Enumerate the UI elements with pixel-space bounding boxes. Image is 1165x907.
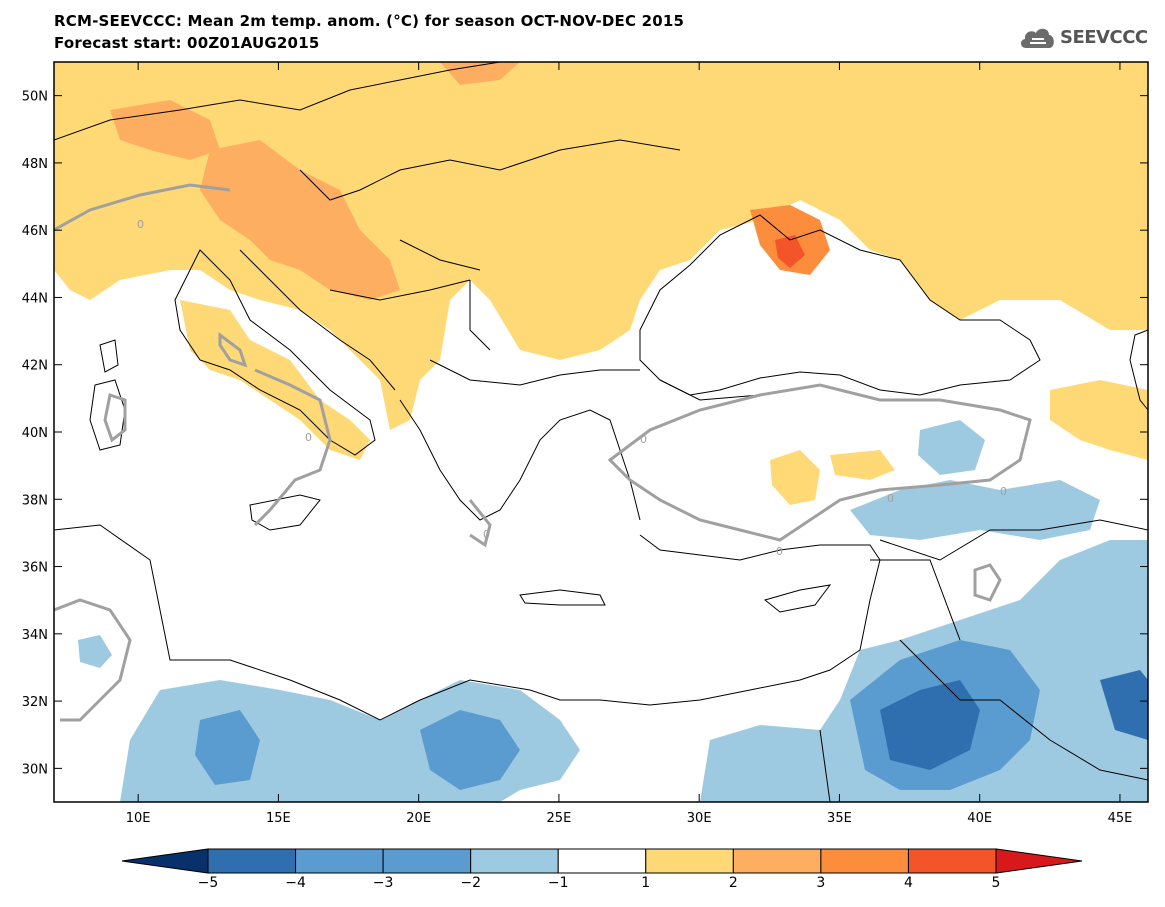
colorbar-label-5: 1	[641, 875, 651, 891]
warm-core-north	[440, 62, 520, 85]
colorbar	[121, 848, 1083, 874]
colorbar-extend-low	[121, 848, 209, 874]
coastline-corsica	[99, 339, 119, 373]
y-tick-label-6: 38N	[22, 493, 48, 508]
colorbar-bin-5	[645, 848, 734, 874]
y-tick-label-4: 42N	[22, 359, 48, 374]
contour-label-6: 0	[776, 545, 783, 558]
warm-patch-east	[1030, 225, 1148, 305]
zero-contour-alps	[54, 183, 231, 232]
contour-label-2: 0	[305, 431, 312, 444]
y-tick-label-1: 48N	[22, 157, 48, 172]
colorbar-bin-1	[295, 848, 384, 874]
coastline-sicily	[249, 494, 321, 531]
warm-patch-turkey-2	[830, 450, 895, 480]
colorbar-label-7: 3	[816, 875, 826, 891]
colorbar-bin-0	[207, 848, 297, 874]
map-title: RCM-SEEVCCC: Mean 2m temp. anom. (°C) fo…	[54, 12, 685, 30]
coastline-caspian	[1129, 329, 1148, 411]
x-tick-label-4: 30E	[687, 811, 712, 826]
coastline-cyprus	[763, 584, 832, 613]
contour-label-7: 0	[483, 528, 490, 541]
cloud-icon	[1020, 28, 1054, 48]
coastline-aegean	[399, 399, 641, 521]
y-tick-label-10: 30N	[22, 762, 48, 777]
x-tick-label-2: 20E	[406, 811, 431, 826]
hot-spot-crimea	[775, 235, 805, 268]
contour-label-1: 0	[137, 218, 144, 231]
colorbar-bin-4	[557, 848, 647, 874]
warm-core-west	[110, 100, 220, 160]
colorbar-label-6: 2	[728, 875, 738, 891]
coastline-levant	[639, 534, 881, 651]
coastline-north-africa	[54, 524, 861, 721]
warm-region-europe	[54, 62, 1148, 430]
y-tick-label-9: 32N	[22, 695, 48, 710]
warm-patch-turkey-1	[770, 450, 820, 505]
coastlines	[54, 62, 1148, 802]
colorbar-label-8: 4	[903, 875, 913, 891]
coastline-adriatic	[239, 249, 396, 391]
cool-patch-west-africa	[78, 635, 112, 668]
y-tick-label-8: 34N	[22, 628, 48, 643]
colorbar-label-3: −2	[460, 875, 481, 891]
colorbar-label-9: 5	[991, 875, 1001, 891]
contour-labels: 0 0 0 0 0 0 0	[137, 218, 1007, 558]
axis-ticks: 10E 15E 20E 25E 30E 35E 40E 45E 50N 48N 46N 44N 42N 4…	[22, 62, 1148, 826]
logo-text: SEEVCCC	[1060, 26, 1148, 48]
x-tick-label-6: 40E	[967, 811, 992, 826]
x-tick-label-3: 25E	[547, 811, 572, 826]
colorbar-label-4: −1	[547, 875, 569, 891]
zero-contour-aegean	[468, 499, 492, 548]
contour-label-3: 0	[640, 433, 647, 446]
zero-contour-egypt	[973, 563, 1002, 602]
colorbar-label-0: −5	[197, 875, 219, 891]
warm-patch-east-2	[1050, 380, 1148, 460]
contour-label-4: 0	[887, 492, 894, 505]
contour-label-5: 0	[1000, 485, 1007, 498]
cool-core-tunisia	[195, 710, 260, 785]
colorbar-bin-2	[382, 848, 472, 874]
x-tick-label-1: 15E	[266, 811, 291, 826]
colorbar-label-1: −4	[285, 875, 306, 891]
coastline-black-sea	[639, 214, 1041, 396]
cold-core-iraq	[1100, 670, 1148, 740]
cool-patch-turkey	[918, 420, 985, 475]
coastline-crete	[519, 589, 606, 606]
zero-contour-italy	[218, 332, 332, 527]
colorbar-extend-high	[995, 848, 1083, 874]
cold-core-jordan	[880, 680, 980, 770]
zero-contour-turkey	[607, 383, 1032, 542]
zero-contour-sardinia	[103, 393, 127, 443]
colorbar-bin-7	[820, 848, 909, 874]
x-tick-label-7: 45E	[1108, 811, 1133, 826]
y-tick-label-3: 44N	[22, 291, 48, 306]
cool-region-turkey-east	[850, 480, 1100, 540]
seevccc-logo: SEEVCCC	[1018, 22, 1148, 52]
y-tick-label-7: 36N	[22, 561, 48, 576]
cool-core-libya	[420, 710, 520, 790]
colorbar-bin-3	[470, 848, 559, 874]
forecast-start-subtitle: Forecast start: 00Z01AUG2015	[54, 34, 320, 52]
x-tick-label-5: 35E	[827, 811, 852, 826]
x-tick-label-0: 10E	[126, 811, 151, 826]
y-tick-label-5: 40N	[22, 426, 48, 441]
colorbar-bin-8	[907, 848, 997, 874]
coastline-sardinia	[89, 379, 126, 451]
zero-contour-africa	[54, 598, 132, 722]
y-tick-label-2: 46N	[22, 224, 48, 239]
colorbar-label-2: −3	[372, 875, 394, 891]
warm-core-alps-balkans	[200, 140, 400, 300]
y-tick-label-0: 50N	[22, 90, 48, 105]
colorbar-bin-6	[732, 848, 822, 874]
border-lines	[54, 62, 1148, 802]
anomaly-fields	[54, 62, 1148, 802]
zero-contours	[54, 183, 1032, 722]
